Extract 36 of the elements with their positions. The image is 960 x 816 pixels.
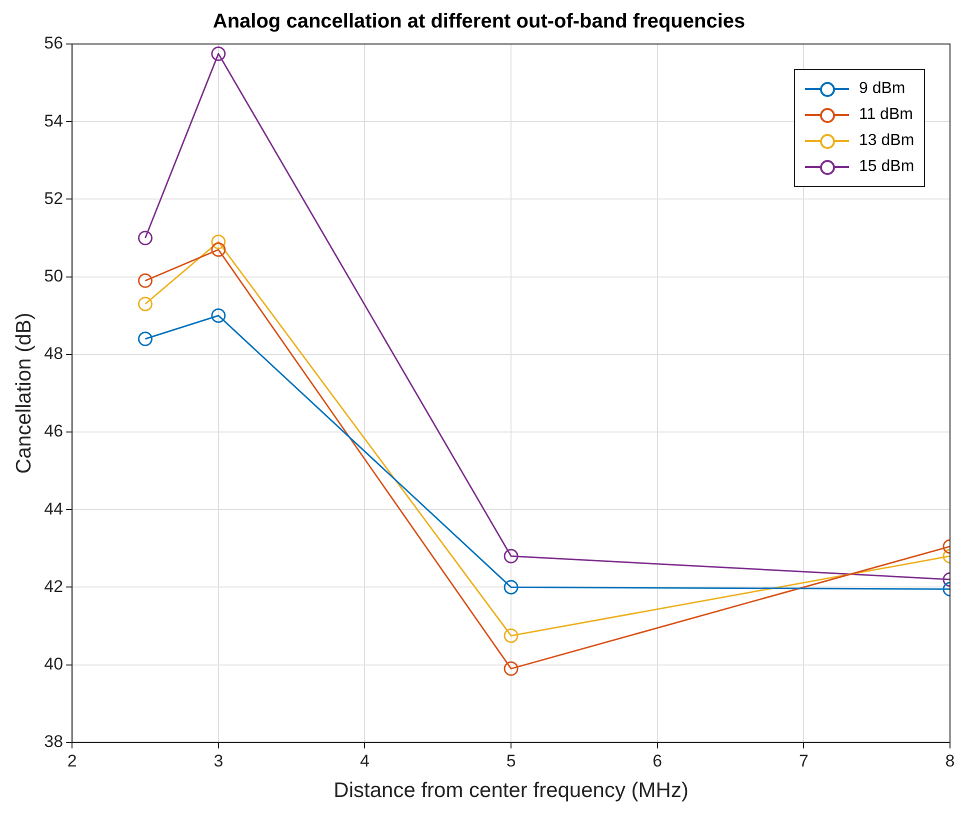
- point: [504, 548, 518, 564]
- x-tick-label: 3: [214, 751, 224, 770]
- y-tick-label: 44: [44, 499, 64, 518]
- y-tick-label: 56: [44, 34, 64, 53]
- legend-label: 9 dBm: [859, 80, 906, 98]
- point: [211, 46, 226, 61]
- point: [211, 308, 226, 323]
- point: [211, 234, 226, 250]
- x-tick-label: 5: [506, 751, 516, 770]
- y-tick-label: 50: [44, 266, 64, 286]
- point: [138, 332, 153, 346]
- y-tick-label: 48: [44, 344, 64, 364]
- x-tick-label: 6: [652, 751, 662, 770]
- x-tick-label: 4: [360, 751, 370, 770]
- chart-title: Analog cancellation at different out-of-band frequencies: [212, 10, 746, 33]
- point: [138, 230, 153, 246]
- point: [138, 273, 153, 288]
- x-tick-label: 2: [67, 751, 77, 770]
- point: [504, 628, 518, 643]
- point: [138, 296, 153, 312]
- y-tick-label: 52: [44, 188, 64, 208]
- point: [504, 661, 518, 676]
- y-axis-title: Cancellation (dB): [12, 312, 36, 474]
- y-tick-label: 54: [44, 111, 64, 130]
- y-tick-label: 40: [44, 654, 64, 674]
- legend-label: 15 dBm: [859, 158, 914, 176]
- x-tick-label: 8: [945, 751, 955, 770]
- x-axis-title: Distance from center frequency (MHz): [334, 779, 688, 802]
- y-tick-label: 46: [44, 422, 64, 441]
- point: [504, 580, 518, 594]
- y-tick-label: 38: [44, 732, 64, 752]
- y-tick-label: 42: [44, 576, 64, 596]
- legend-label: 13 dBm: [859, 132, 914, 150]
- x-tick-label: 7: [798, 751, 808, 770]
- legend-label: 11 dBm: [859, 106, 913, 124]
- point: [211, 242, 226, 257]
